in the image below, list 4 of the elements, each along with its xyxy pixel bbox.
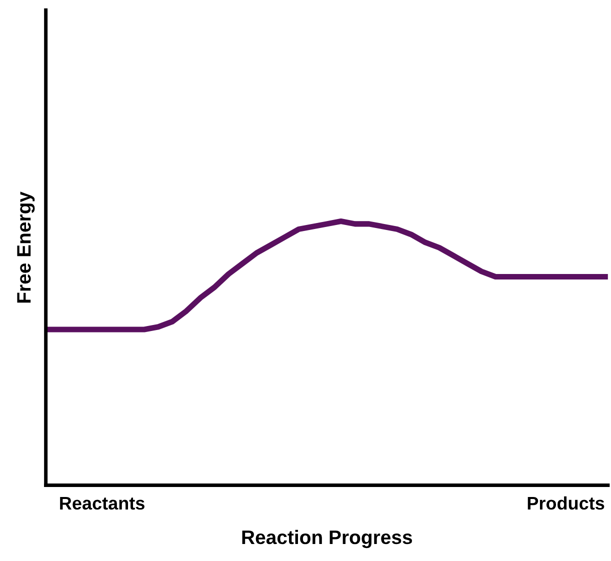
- y-axis-title: Free Energy: [17, 192, 35, 303]
- x-tick-label: Reactants: [60, 497, 144, 510]
- x-axis-title: Reaction Progress: [242, 530, 412, 548]
- x-tick-label: Products: [528, 496, 604, 510]
